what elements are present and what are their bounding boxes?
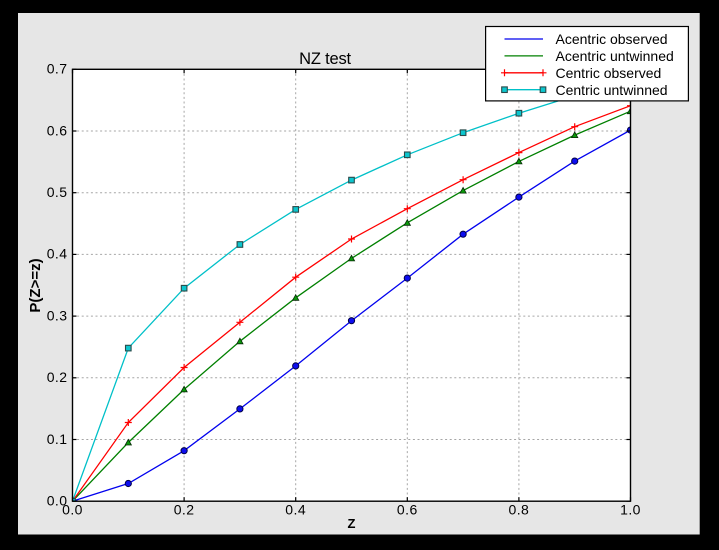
svg-text:0.4: 0.4 bbox=[285, 501, 306, 517]
svg-text:Centric untwinned: Centric untwinned bbox=[556, 82, 668, 98]
svg-text:0.2: 0.2 bbox=[174, 501, 195, 517]
svg-text:1.0: 1.0 bbox=[620, 501, 641, 517]
svg-text:0.6: 0.6 bbox=[47, 122, 68, 138]
svg-text:0.0: 0.0 bbox=[62, 501, 83, 517]
svg-text:NZ test: NZ test bbox=[299, 50, 351, 68]
svg-text:0.1: 0.1 bbox=[47, 431, 68, 447]
svg-text:Z: Z bbox=[348, 516, 356, 531]
svg-text:Acentric untwinned: Acentric untwinned bbox=[556, 48, 674, 64]
svg-text:0.2: 0.2 bbox=[47, 369, 68, 385]
svg-text:Acentric observed: Acentric observed bbox=[556, 31, 668, 47]
svg-text:Centric observed: Centric observed bbox=[556, 65, 662, 81]
svg-text:0.3: 0.3 bbox=[47, 307, 68, 323]
svg-text:0.4: 0.4 bbox=[47, 246, 68, 262]
svg-text:P(Z>=z): P(Z>=z) bbox=[27, 258, 44, 312]
svg-text:0.0: 0.0 bbox=[47, 493, 68, 509]
svg-text:0.8: 0.8 bbox=[508, 501, 529, 517]
svg-text:0.6: 0.6 bbox=[397, 501, 418, 517]
svg-text:0.5: 0.5 bbox=[47, 184, 68, 200]
svg-text:0.7: 0.7 bbox=[47, 61, 68, 77]
